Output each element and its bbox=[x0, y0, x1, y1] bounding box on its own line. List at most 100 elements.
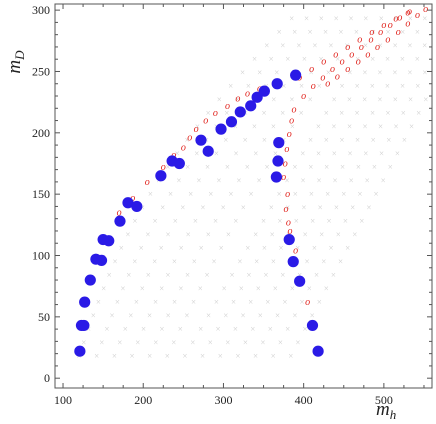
red-o-point: o bbox=[301, 91, 306, 102]
background-x-mark: × bbox=[393, 95, 398, 105]
background-x-mark: × bbox=[344, 41, 349, 51]
background-x-mark: × bbox=[308, 135, 313, 145]
background-x-mark: × bbox=[395, 149, 400, 159]
red-o-point: o bbox=[369, 27, 374, 38]
background-x-mark: × bbox=[349, 176, 354, 186]
background-x-mark: × bbox=[225, 338, 230, 348]
background-x-mark: × bbox=[254, 257, 259, 267]
background-x-mark: × bbox=[385, 81, 390, 91]
red-o-point: o bbox=[385, 35, 390, 46]
background-x-mark: × bbox=[214, 297, 219, 307]
background-x-mark: × bbox=[219, 243, 224, 253]
background-x-mark: × bbox=[381, 176, 386, 186]
background-x-mark: × bbox=[393, 41, 398, 51]
background-x-mark: × bbox=[359, 216, 364, 226]
background-x-mark: × bbox=[370, 81, 375, 91]
background-x-mark: × bbox=[241, 311, 246, 321]
background-x-mark: × bbox=[289, 95, 294, 105]
blue-point bbox=[74, 345, 86, 357]
background-x-mark: × bbox=[146, 270, 151, 280]
background-x-mark: × bbox=[147, 351, 152, 361]
background-x-mark: × bbox=[248, 297, 253, 307]
blue-point bbox=[114, 215, 126, 227]
background-x-mark: × bbox=[277, 216, 282, 226]
background-x-mark: × bbox=[263, 270, 268, 280]
background-x-mark: × bbox=[334, 14, 339, 24]
y-axis-title: mD bbox=[4, 50, 27, 74]
background-x-mark: × bbox=[182, 351, 187, 361]
background-x-mark: × bbox=[240, 68, 245, 78]
background-x-mark: × bbox=[356, 162, 361, 172]
red-o-point: o bbox=[345, 42, 350, 53]
background-x-mark: × bbox=[198, 324, 203, 334]
background-x-mark: × bbox=[370, 108, 375, 118]
red-o-point: o bbox=[397, 12, 402, 23]
red-o-point: o bbox=[171, 150, 176, 161]
background-x-mark: × bbox=[233, 216, 238, 226]
background-x-mark: × bbox=[285, 54, 290, 64]
background-x-mark: × bbox=[243, 135, 248, 145]
red-o-point: o bbox=[345, 64, 350, 75]
background-x-mark: × bbox=[233, 324, 238, 334]
background-x-mark: × bbox=[280, 41, 285, 51]
blue-point bbox=[79, 296, 91, 308]
background-x-mark: × bbox=[253, 149, 258, 159]
background-x-mark: × bbox=[339, 81, 344, 91]
background-x-mark: × bbox=[331, 122, 336, 132]
background-x-mark: × bbox=[171, 338, 176, 348]
background-x-mark: × bbox=[185, 270, 190, 280]
blue-point bbox=[290, 69, 302, 81]
red-o-point: o bbox=[311, 81, 316, 92]
blue-point bbox=[84, 274, 96, 286]
background-x-mark: × bbox=[278, 338, 283, 348]
background-x-mark: × bbox=[96, 297, 101, 307]
background-x-mark: × bbox=[235, 95, 240, 105]
background-x-mark: × bbox=[112, 351, 117, 361]
background-x-mark: × bbox=[307, 284, 312, 294]
x-axis-title: mh bbox=[376, 399, 396, 422]
background-x-mark: × bbox=[280, 270, 285, 280]
background-x-mark: × bbox=[334, 203, 339, 213]
background-x-mark: × bbox=[253, 230, 258, 240]
background-x-mark: × bbox=[269, 203, 274, 213]
background-x-mark: × bbox=[224, 108, 229, 118]
blue-point bbox=[245, 100, 257, 112]
blue-point bbox=[306, 319, 319, 332]
background-x-mark: × bbox=[265, 297, 270, 307]
red-o-point: o bbox=[378, 27, 383, 38]
background-x-mark: × bbox=[292, 27, 297, 37]
background-x-mark: × bbox=[269, 54, 274, 64]
background-x-mark: × bbox=[423, 95, 428, 105]
y-tick-label: 0 bbox=[44, 371, 50, 385]
red-o-point: o bbox=[340, 57, 345, 68]
background-x-mark: × bbox=[319, 14, 324, 24]
background-x-mark: × bbox=[355, 108, 360, 118]
red-o-point: o bbox=[292, 105, 297, 116]
background-x-mark: × bbox=[325, 189, 330, 199]
background-x-mark: × bbox=[377, 68, 382, 78]
background-x-mark: × bbox=[281, 81, 286, 91]
background-x-mark: × bbox=[147, 311, 152, 321]
blue-point bbox=[225, 116, 238, 128]
background-x-mark: × bbox=[289, 14, 294, 24]
blue-point bbox=[155, 170, 167, 182]
background-x-mark: × bbox=[275, 311, 280, 321]
background-x-mark: × bbox=[271, 351, 276, 361]
background-x-mark: × bbox=[199, 243, 204, 253]
background-x-mark: × bbox=[196, 176, 201, 186]
background-x-mark: × bbox=[297, 270, 302, 280]
background-x-mark: × bbox=[378, 41, 383, 51]
background-x-mark: × bbox=[239, 284, 244, 294]
background-x-mark: × bbox=[362, 122, 367, 132]
background-x-mark: × bbox=[213, 216, 218, 226]
background-x-mark: × bbox=[363, 41, 368, 51]
background-x-mark: × bbox=[347, 95, 352, 105]
blue-point bbox=[294, 275, 306, 287]
background-x-mark: × bbox=[316, 149, 321, 159]
blue-point bbox=[312, 345, 324, 357]
red-o-point: o bbox=[286, 217, 291, 228]
background-x-mark: × bbox=[200, 351, 205, 361]
background-x-mark: × bbox=[205, 270, 210, 280]
background-x-mark: × bbox=[261, 108, 266, 118]
background-x-mark: × bbox=[81, 338, 86, 348]
